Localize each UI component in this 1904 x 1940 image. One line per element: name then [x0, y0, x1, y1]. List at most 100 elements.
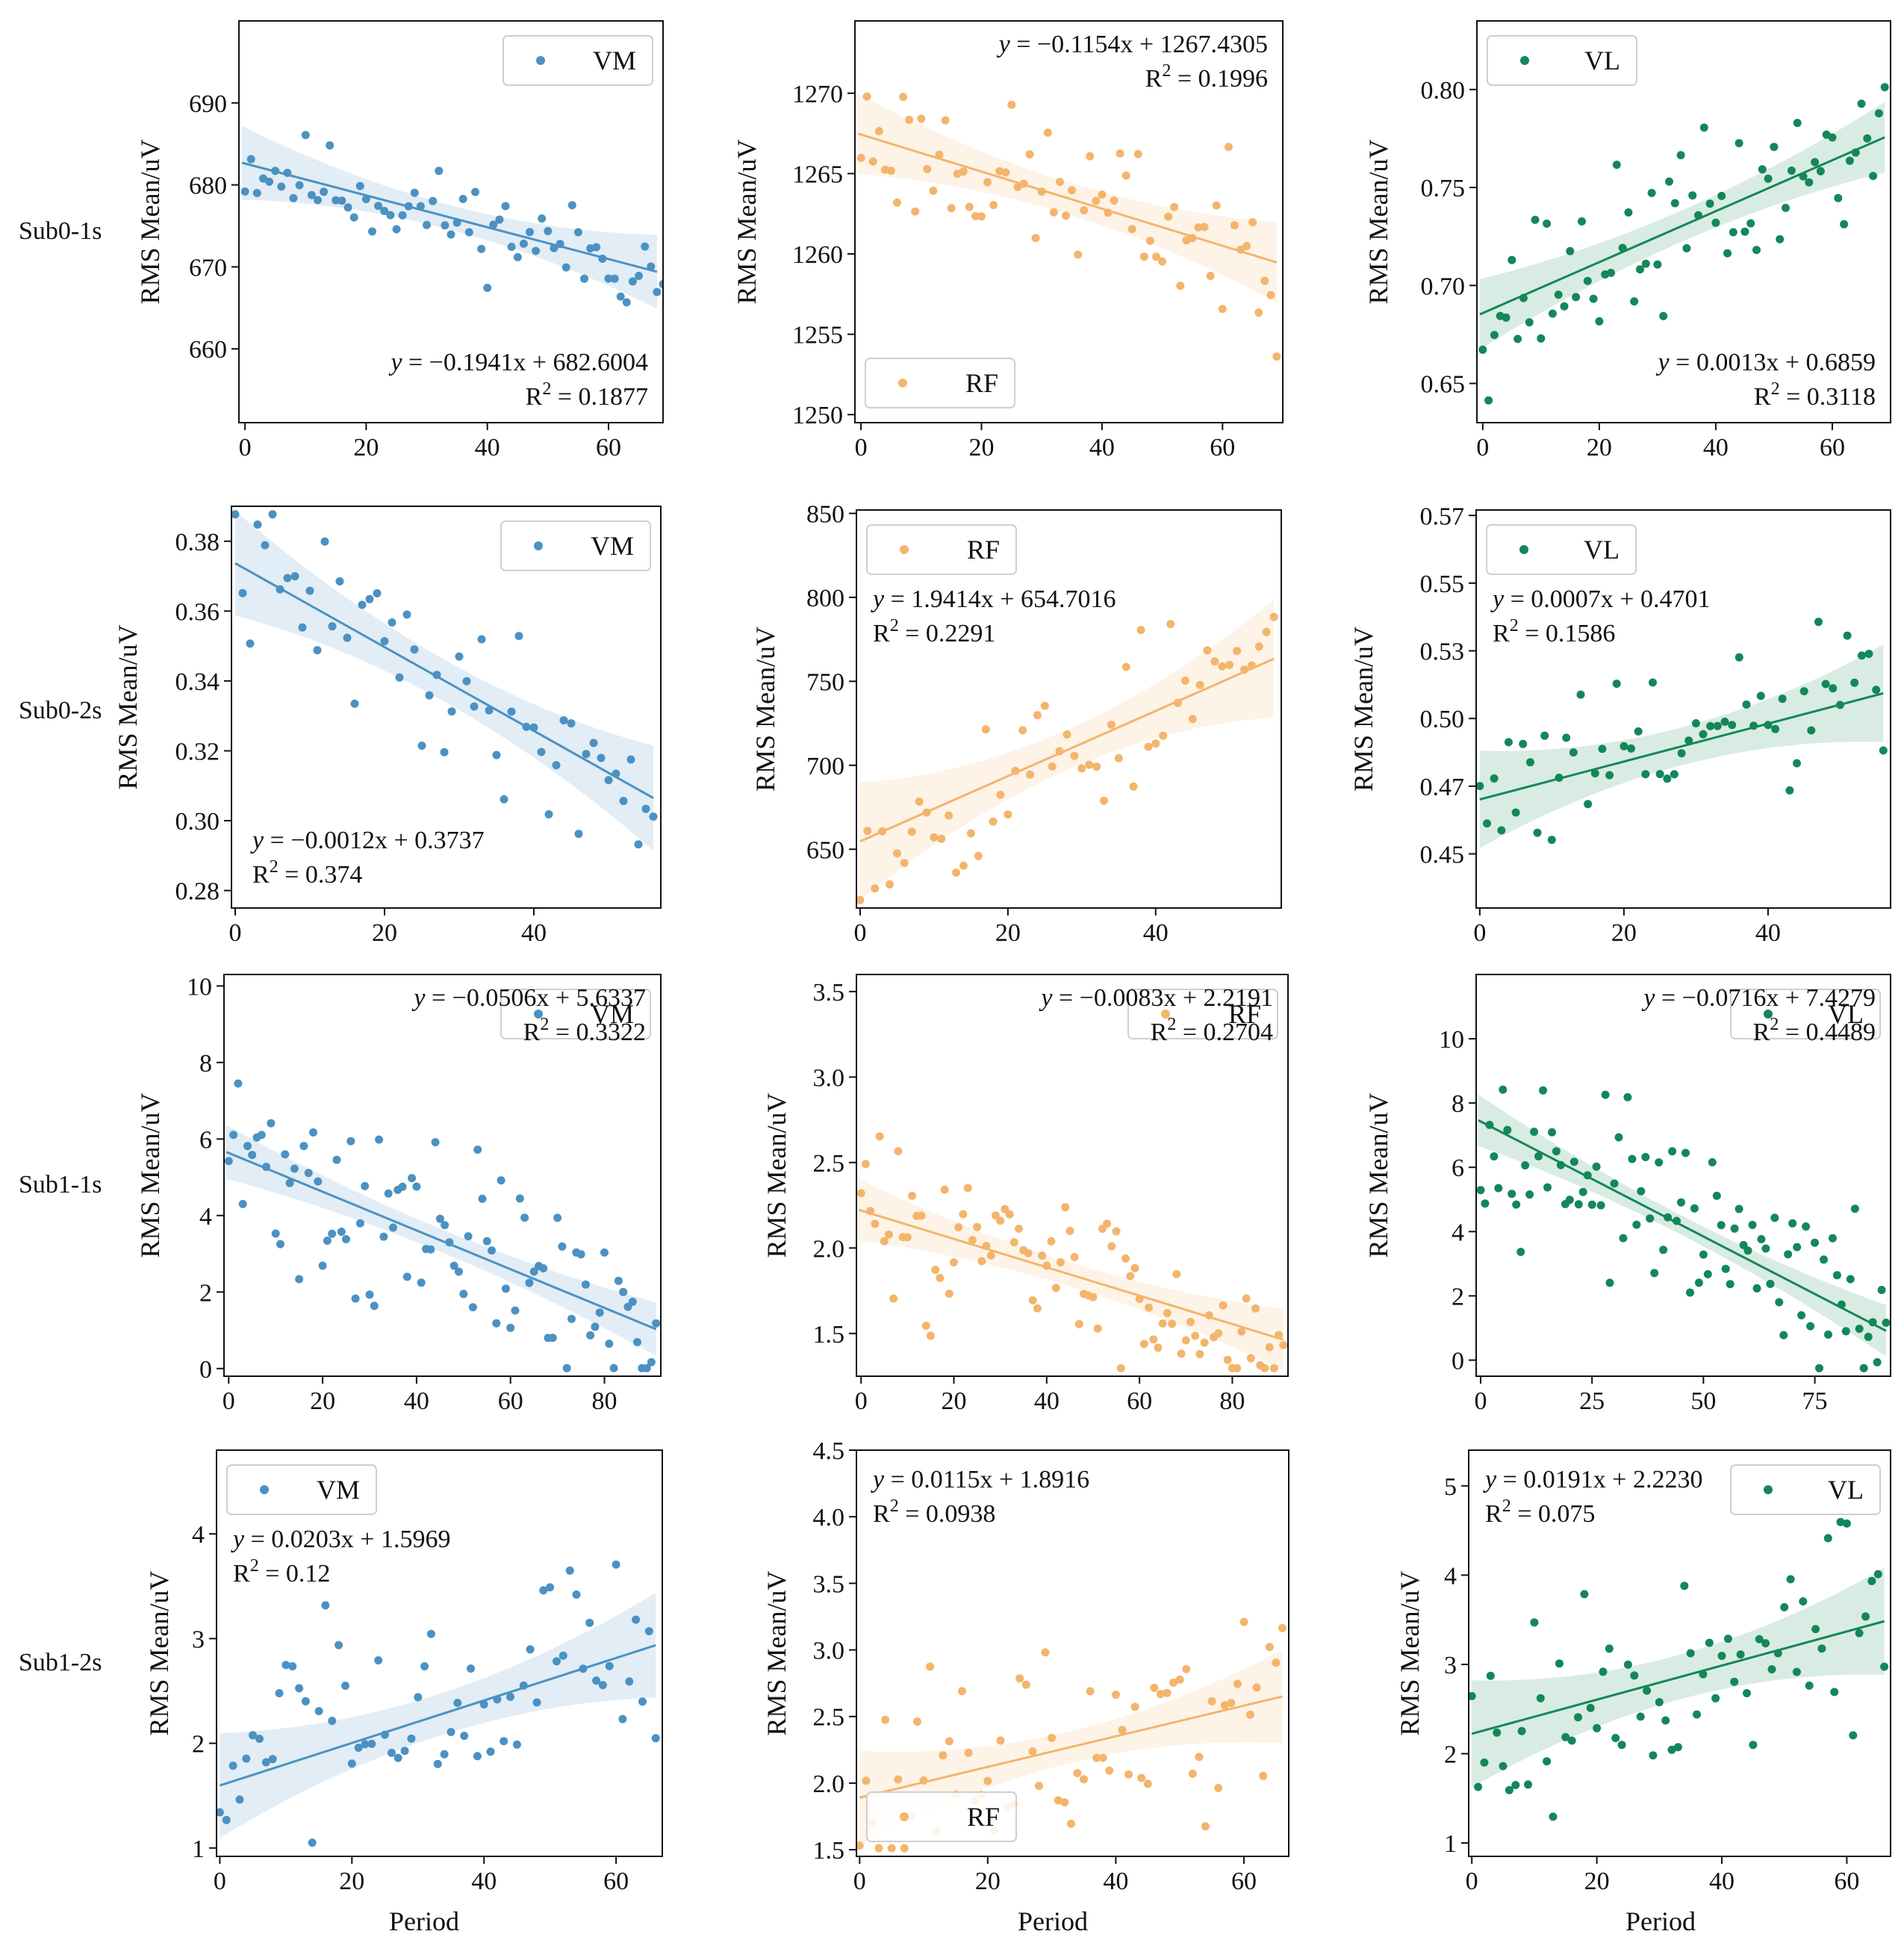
scatter-points	[224, 1079, 661, 1372]
data-point	[1220, 1701, 1229, 1710]
data-point	[1129, 782, 1138, 791]
data-point	[246, 639, 255, 648]
legend-box	[1730, 989, 1881, 1039]
data-point	[1589, 294, 1598, 303]
data-point	[1154, 1343, 1163, 1352]
data-point	[1802, 1222, 1811, 1231]
data-point	[635, 272, 643, 280]
regression-equation: y = −0.1941x + 682.6004 R2 = 0.1877	[388, 349, 648, 411]
data-point	[861, 1160, 870, 1169]
data-point	[945, 811, 953, 820]
data-point	[1116, 1364, 1125, 1372]
data-point	[417, 1278, 426, 1287]
x-axis-label-col0: Period	[389, 1906, 459, 1936]
y-tick-label: 750	[806, 668, 844, 696]
data-point	[1693, 1710, 1701, 1719]
data-point	[433, 1759, 442, 1768]
regression-line	[859, 657, 1275, 843]
data-point	[1158, 257, 1167, 266]
data-point	[398, 1182, 407, 1191]
plot-area	[224, 1079, 661, 1372]
data-point	[889, 1294, 898, 1303]
data-point	[1107, 721, 1116, 729]
data-point	[1164, 212, 1173, 221]
data-point	[478, 1194, 487, 1203]
axes-frame	[854, 20, 1284, 423]
data-point	[592, 243, 601, 252]
data-point	[559, 1651, 567, 1660]
data-point	[1077, 764, 1086, 773]
data-point	[488, 1246, 496, 1255]
x-tick-label: 40	[475, 434, 500, 461]
regression-equation: y = −0.0012x + 0.3737 R2 = 0.374	[250, 827, 485, 889]
data-point	[1836, 1517, 1845, 1526]
data-point	[871, 884, 880, 893]
data-point	[1015, 1674, 1024, 1683]
x-tick-label: 80	[592, 1387, 617, 1415]
data-point	[1752, 1284, 1761, 1293]
data-point	[429, 196, 438, 205]
data-point	[958, 1687, 966, 1696]
data-point	[1623, 1092, 1632, 1101]
data-point	[915, 798, 924, 806]
data-point	[1519, 739, 1528, 748]
y-tick-label: 1	[1444, 1830, 1457, 1858]
data-point	[954, 1223, 963, 1231]
y-axis-label: RMS Mean/uV	[135, 1092, 165, 1257]
x-tick-label: 60	[1231, 1868, 1257, 1895]
legend-marker	[536, 56, 545, 65]
data-point	[1269, 1364, 1278, 1372]
legend-box	[1127, 989, 1278, 1039]
x-tick-label: 40	[1034, 1387, 1060, 1415]
regression-equation: y = 0.0191x + 2.2230 R2 = 0.075	[1483, 1466, 1702, 1528]
data-point	[1735, 653, 1743, 662]
data-point	[1755, 1635, 1764, 1644]
data-point	[1565, 1196, 1574, 1204]
legend: RF	[865, 358, 1015, 408]
axes-frame	[856, 509, 1282, 909]
data-point	[268, 1755, 277, 1764]
data-point	[1748, 1220, 1757, 1229]
data-point	[1483, 819, 1491, 828]
data-point	[1677, 749, 1686, 758]
data-point	[628, 277, 637, 286]
row-label-2: Sub1-1s	[19, 1171, 102, 1198]
y-tick-label: 1260	[792, 241, 843, 269]
data-point	[1007, 100, 1016, 109]
data-point	[1705, 199, 1714, 208]
data-point	[945, 1290, 953, 1298]
y-tick-label: 660	[189, 336, 227, 364]
data-point	[625, 1677, 634, 1686]
data-point	[1246, 1710, 1254, 1719]
y-tick-label: 0.75	[1421, 175, 1466, 202]
data-point	[1797, 1311, 1806, 1319]
y-tick-label: 0.47	[1420, 774, 1465, 801]
data-point	[1752, 246, 1761, 255]
data-point	[553, 1213, 562, 1222]
data-point	[313, 646, 322, 655]
data-point	[532, 246, 541, 255]
regression-equation: y = −0.1154x + 1267.4305 R2 = 0.1996	[997, 31, 1268, 93]
y-tick-label: 3	[1444, 1652, 1457, 1679]
legend-marker	[1519, 545, 1528, 554]
y-tick-label: 0	[199, 1356, 212, 1384]
data-point	[917, 1211, 926, 1220]
data-point	[375, 1135, 384, 1144]
data-point	[388, 618, 396, 627]
data-point	[1653, 260, 1662, 269]
data-point	[361, 1181, 370, 1190]
data-point	[1548, 1128, 1556, 1137]
data-point	[1168, 1319, 1177, 1328]
data-point	[874, 1844, 883, 1853]
y-tick-label: 2.0	[813, 1770, 845, 1798]
data-point	[1877, 1286, 1886, 1294]
data-point	[440, 1750, 449, 1759]
data-point	[326, 141, 335, 150]
data-point	[977, 212, 986, 221]
y-axis-label: RMS Mean/uV	[1348, 627, 1378, 792]
axes-frame	[1475, 509, 1891, 909]
data-point	[1033, 1304, 1042, 1313]
data-point	[289, 193, 298, 202]
y-tick-label: 680	[189, 172, 227, 200]
data-point	[632, 1615, 641, 1624]
